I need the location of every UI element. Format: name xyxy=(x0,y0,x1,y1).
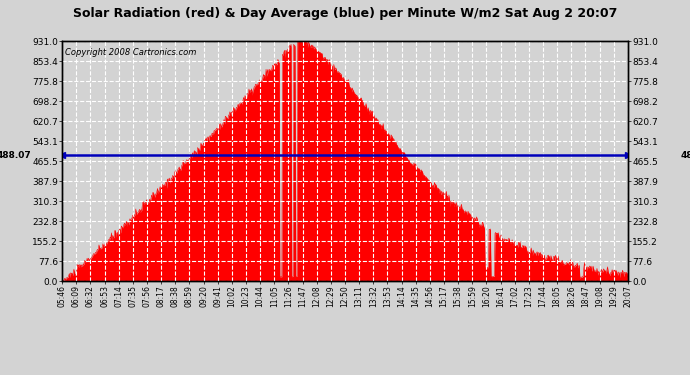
Text: 488.07: 488.07 xyxy=(680,151,690,160)
Text: Copyright 2008 Cartronics.com: Copyright 2008 Cartronics.com xyxy=(65,48,196,57)
Text: Solar Radiation (red) & Day Average (blue) per Minute W/m2 Sat Aug 2 20:07: Solar Radiation (red) & Day Average (blu… xyxy=(73,8,617,21)
Text: 488.07: 488.07 xyxy=(0,151,32,160)
